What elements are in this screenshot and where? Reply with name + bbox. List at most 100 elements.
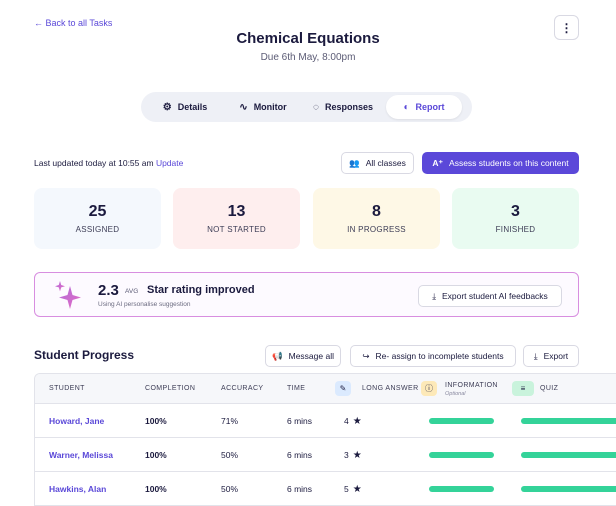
header-quiz[interactable]: QUIZ xyxy=(540,385,559,392)
download-icon: ⤓ xyxy=(533,350,538,361)
accuracy-value: 50% xyxy=(221,484,239,494)
header-accuracy[interactable]: ACCURACY xyxy=(221,385,264,392)
tab-label: Responses xyxy=(324,102,373,112)
reassign-button[interactable]: ↪ Re- assign to incomplete students xyxy=(350,345,516,367)
header-time[interactable]: TIME xyxy=(287,385,306,392)
redo-icon: ↪ xyxy=(362,350,370,361)
all-classes-button[interactable]: 👥 All classes xyxy=(341,152,414,174)
download-icon: ⤓ xyxy=(432,290,436,301)
stat-assigned: 25 ASSIGNED xyxy=(34,188,161,249)
stat-finished: 3 FINISHED xyxy=(452,188,579,249)
header-student[interactable]: STUDENT xyxy=(49,385,85,392)
student-progress-title: Student Progress xyxy=(34,348,135,362)
student-name[interactable]: Howard, Jane xyxy=(49,416,105,426)
stat-not-started: 13 NOT STARTED xyxy=(173,188,300,249)
stat-value: 25 xyxy=(88,203,107,220)
table-row[interactable]: Hawkins, Alan 100% 50% 6 mins 5 ★ xyxy=(35,472,616,505)
tab-details[interactable]: ⚙ Details xyxy=(144,95,226,119)
info-icon: ⓘ xyxy=(421,381,437,396)
information-progress-bar xyxy=(429,486,494,492)
stat-label: IN PROGRESS xyxy=(347,225,406,234)
student-name[interactable]: Warner, Melissa xyxy=(49,450,113,460)
quiz-icon: ≡ xyxy=(512,381,534,396)
header-information[interactable]: INFORMATION xyxy=(445,382,498,389)
more-vertical-icon: ⋮ xyxy=(560,20,573,35)
all-classes-label: All classes xyxy=(365,158,406,168)
long-answer-rating: 4 ★ xyxy=(344,416,362,427)
star-icon: ★ xyxy=(352,416,362,427)
star-rating-card: 2.3 AVG Star rating improved Using AI pe… xyxy=(34,272,579,317)
tab-label: Details xyxy=(177,102,208,112)
rating-number: 3 xyxy=(344,450,349,460)
quiz-progress-bar xyxy=(521,452,616,458)
stat-value: 13 xyxy=(227,203,246,220)
table-header: STUDENT COMPLETION ACCURACY TIME ✎ LONG … xyxy=(35,374,616,404)
export-ai-feedback-label: Export student AI feedbacks xyxy=(441,291,548,301)
rating-title: Star rating improved xyxy=(147,284,255,296)
sparkle-icon xyxy=(55,281,81,309)
tab-report[interactable]: ◐ Report xyxy=(386,95,462,119)
view-tabs: ⚙ Details ∿ Monitor ◌ Responses ◐ Report xyxy=(141,92,472,122)
reassign-label: Re- assign to incomplete students xyxy=(375,351,504,361)
completion-value: 100% xyxy=(145,450,167,460)
header-optional: Optional xyxy=(445,391,466,397)
message-all-label: Message all xyxy=(288,351,334,361)
stat-in-progress: 8 IN PROGRESS xyxy=(313,188,440,249)
rating-number: 5 xyxy=(344,484,349,494)
export-ai-feedback-button[interactable]: ⤓ Export student AI feedbacks xyxy=(418,285,562,307)
stat-value: 3 xyxy=(511,203,520,220)
student-progress-table: STUDENT COMPLETION ACCURACY TIME ✎ LONG … xyxy=(34,373,616,506)
rating-subtitle: Using AI personalise suggestion xyxy=(98,301,191,308)
completion-value: 100% xyxy=(145,484,167,494)
tab-responses[interactable]: ◌ Responses xyxy=(300,95,386,119)
due-date: Due 6th May, 8:00pm xyxy=(260,52,356,63)
message-all-button[interactable]: 📢 Message all xyxy=(265,345,341,367)
update-link[interactable]: Update xyxy=(155,158,184,168)
time-value: 6 mins xyxy=(287,416,313,426)
rating-avg-label: AVG xyxy=(125,288,139,295)
activity-icon: ∿ xyxy=(239,101,248,113)
tab-label: Monitor xyxy=(253,102,287,112)
long-answer-rating: 5 ★ xyxy=(344,484,362,495)
stat-label: ASSIGNED xyxy=(75,225,120,234)
rating-value: 2.3 xyxy=(98,282,119,299)
information-progress-bar xyxy=(429,418,494,424)
export-button[interactable]: ⤓ Export xyxy=(523,345,579,367)
pencil-icon: ✎ xyxy=(335,381,351,396)
time-value: 6 mins xyxy=(287,484,313,494)
student-name[interactable]: Hawkins, Alan xyxy=(49,484,107,494)
assess-label: Assess students on this content xyxy=(449,158,569,168)
information-progress-bar xyxy=(429,452,494,458)
table-row[interactable]: Warner, Melissa 100% 50% 6 mins 3 ★ xyxy=(35,438,616,472)
quiz-progress-bar xyxy=(521,486,616,492)
completion-value: 100% xyxy=(145,416,167,426)
ai-icon: A⁺ xyxy=(432,157,444,168)
more-options-button[interactable]: ⋮ xyxy=(554,15,579,40)
rating-number: 4 xyxy=(344,416,349,426)
gear-icon: ⚙ xyxy=(162,101,172,113)
header-completion[interactable]: COMPLETION xyxy=(145,385,196,392)
tab-monitor[interactable]: ∿ Monitor xyxy=(226,95,300,119)
back-to-tasks-link[interactable]: ← Back to all Tasks xyxy=(34,18,113,28)
pie-chart-icon: ◐ xyxy=(403,101,410,113)
header-long-answer[interactable]: LONG ANSWER xyxy=(362,385,419,392)
stat-value: 8 xyxy=(372,203,381,220)
stat-label: NOT STARTED xyxy=(207,225,266,234)
export-label: Export xyxy=(543,351,569,361)
star-icon: ★ xyxy=(352,450,362,461)
page-title: Chemical Equations xyxy=(236,30,380,47)
star-icon: ★ xyxy=(352,484,362,495)
accuracy-value: 50% xyxy=(221,450,239,460)
users-icon: 👥 xyxy=(349,157,360,168)
accuracy-value: 71% xyxy=(221,416,239,426)
megaphone-icon: 📢 xyxy=(272,350,283,361)
chat-icon: ◌ xyxy=(313,101,319,113)
tab-label: Report xyxy=(415,102,445,112)
table-row[interactable]: Howard, Jane 100% 71% 6 mins 4 ★ xyxy=(35,404,616,438)
assess-students-button[interactable]: A⁺ Assess students on this content xyxy=(422,152,579,174)
quiz-progress-bar xyxy=(521,418,616,424)
last-updated-text: Last updated today at 10:55 am Update xyxy=(34,158,183,168)
long-answer-rating: 3 ★ xyxy=(344,450,362,461)
stat-label: FINISHED xyxy=(495,225,536,234)
time-value: 6 mins xyxy=(287,450,313,460)
